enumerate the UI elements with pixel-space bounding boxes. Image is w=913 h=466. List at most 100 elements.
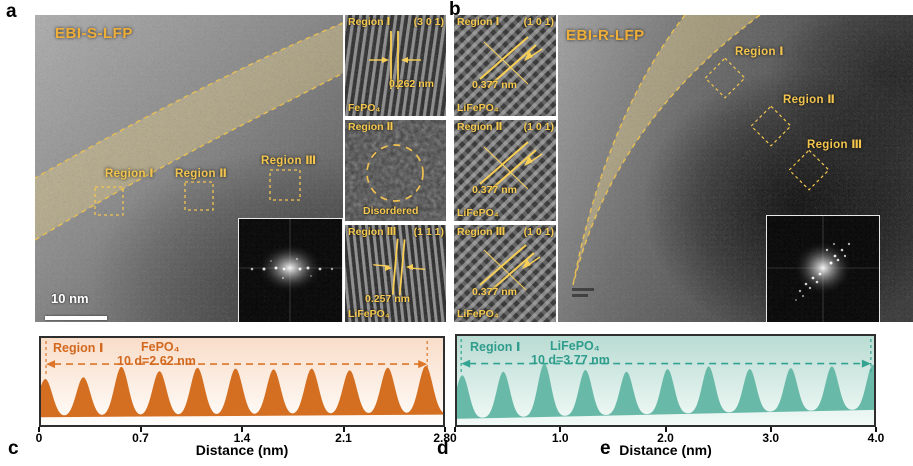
region-1-label-b: Region Ⅰ	[735, 46, 784, 58]
x-tick-label: 2.1	[335, 431, 352, 445]
x-tick-mark	[875, 427, 877, 432]
inset-region-title: Region Ⅱ	[348, 121, 394, 133]
x-tick-label: 1.0	[551, 431, 569, 445]
inset-plane-index: (1 1 1)	[413, 226, 444, 238]
inset-b2-scene	[454, 120, 556, 221]
scale-bar-label: 10 nm	[51, 291, 89, 306]
x-tick-mark	[769, 427, 772, 432]
x-axis-title-c: Distance (nm)	[195, 442, 289, 458]
inset-material: LiFePO₄	[457, 102, 499, 114]
arrow-pointer	[524, 156, 533, 166]
fft-a-scene	[239, 219, 342, 322]
instrument-watermark	[572, 288, 594, 291]
fft-inset-b	[766, 215, 880, 322]
fft-b-scene	[767, 216, 879, 322]
inset-b1-scene	[454, 15, 556, 116]
profile-c-svg	[41, 341, 443, 418]
x-tick-label: 2.80	[433, 431, 457, 445]
x-tick-label: 0.7	[132, 431, 149, 445]
inset-d-spacing: 0.262 nm	[389, 78, 434, 90]
panel-letter-a: a	[6, 1, 17, 22]
disordered-circle	[366, 144, 424, 202]
sample-label-b: EBI-R-LFP	[566, 27, 645, 44]
fft-b-spots	[795, 242, 851, 301]
scale-bar	[45, 316, 107, 320]
arrow-pointer	[522, 259, 531, 269]
sample-label-a: EBI-S-LFP	[55, 25, 133, 42]
x-tick-mark	[342, 427, 345, 432]
region-3-label-a: Region Ⅲ	[261, 155, 317, 167]
panel-letter-e: e	[600, 438, 611, 459]
x-tick-mark	[444, 427, 446, 432]
inset-a-region-3: Region Ⅲ (1 1 1) 0.257 nm LiFePO₄	[345, 225, 446, 322]
inset-material: LiFePO₄	[457, 308, 499, 320]
x-tick-mark	[454, 427, 456, 432]
inset-plane-index: (1 0 1)	[523, 226, 554, 238]
region-3-label-b: Region Ⅲ	[807, 139, 863, 151]
inset-b-region-3: Region Ⅲ (1 0 1) 0.377 nm LiFePO₄	[454, 225, 556, 322]
intensity-profile-c: Region Ⅰ FePO₄ 10 d=2.62 nm	[39, 336, 445, 427]
x-tick-label: 0	[35, 431, 43, 445]
distance-arrow-c	[45, 341, 428, 375]
profile-c-area	[41, 366, 443, 418]
region-1-label-a: Region Ⅰ	[105, 168, 154, 180]
inset-disordered-note: Disordered	[363, 205, 419, 217]
instrument-watermark	[572, 294, 588, 297]
inset-b3-scene	[454, 225, 556, 322]
inset-plane-index: (1 0 1)	[523, 121, 554, 133]
x-tick-label: 3.0	[762, 431, 780, 445]
inset-a1-scene	[345, 15, 446, 116]
arrow-right	[406, 264, 413, 270]
x-tick-mark	[559, 427, 562, 432]
fft-a-spots	[250, 257, 334, 280]
x-tick-label: 2.0	[657, 431, 674, 445]
d-spacing-marker	[479, 36, 543, 88]
inset-a-region-1: Region Ⅰ (3 0 1) 0.262 nm FePO₄	[345, 15, 446, 116]
x-tick-label: 1.4	[233, 431, 251, 445]
profile-e-area	[457, 363, 874, 419]
region-1-box	[704, 57, 746, 99]
inset-a2-scene	[345, 120, 446, 221]
inset-d-spacing: 0.377 nm	[472, 286, 517, 298]
x-tick-mark	[241, 427, 243, 432]
x-tick-mark	[38, 427, 40, 432]
inset-region-title: Region Ⅰ	[457, 16, 500, 28]
hrtem-image-ebi-s-lfp: EBI-S-LFP Region Ⅰ Region Ⅱ Region Ⅲ 10 …	[35, 15, 343, 322]
inset-region-title: Region Ⅲ	[348, 226, 397, 238]
panel-letter-b: b	[449, 0, 461, 20]
inset-region-title: Region Ⅰ	[348, 16, 391, 28]
region-3-box	[788, 149, 830, 191]
inset-a3-scene	[345, 225, 446, 322]
arrow-left	[382, 57, 389, 63]
inset-region-title: Region Ⅱ	[457, 121, 503, 133]
inset-plane-index: (3 0 1)	[413, 16, 444, 28]
inset-region-title: Region Ⅲ	[457, 226, 506, 238]
x-tick-label: 4.0	[867, 431, 885, 445]
distance-arrow-e	[460, 339, 872, 374]
inset-d-spacing: 0.377 nm	[472, 79, 517, 91]
region-1-box	[94, 186, 124, 216]
region-2-label-a: Region Ⅱ	[175, 168, 228, 180]
d-spacing-marker	[479, 244, 541, 294]
intensity-profile-e: Region Ⅰ LiFePO₄ 10 d=3.77 nm	[455, 334, 876, 427]
inset-d-spacing: 0.257 nm	[365, 293, 410, 305]
inset-b-region-2: Region Ⅱ (1 0 1) 0.377 nm LiFePO₄	[454, 120, 556, 221]
x-axis-ticks-c: 0 0.7 1.4 2.1 2.80	[35, 427, 457, 449]
inset-plane-index: (1 0 1)	[523, 16, 554, 28]
inset-b-region-1: Region Ⅰ (1 0 1) 0.377 nm LiFePO₄	[454, 15, 556, 116]
inset-material: LiFePO₄	[348, 308, 390, 320]
panel-letter-d: d	[437, 438, 449, 459]
d-spacing-marker	[479, 141, 543, 193]
region-2-box	[184, 181, 214, 211]
inset-d-spacing: 0.377 nm	[472, 184, 517, 196]
x-tick-mark	[664, 427, 667, 432]
x-tick-mark	[139, 427, 142, 432]
x-axis-ticks-e: 1.0 2.0 3.0 4.0	[454, 427, 884, 449]
fft-inset-a	[238, 218, 343, 322]
inset-material: FePO₄	[348, 102, 381, 114]
arrow-right	[401, 57, 408, 63]
panel-letter-c: c	[8, 438, 19, 459]
arrow-left	[385, 265, 392, 271]
profile-e-svg	[457, 339, 874, 419]
region-2-box	[750, 105, 792, 147]
